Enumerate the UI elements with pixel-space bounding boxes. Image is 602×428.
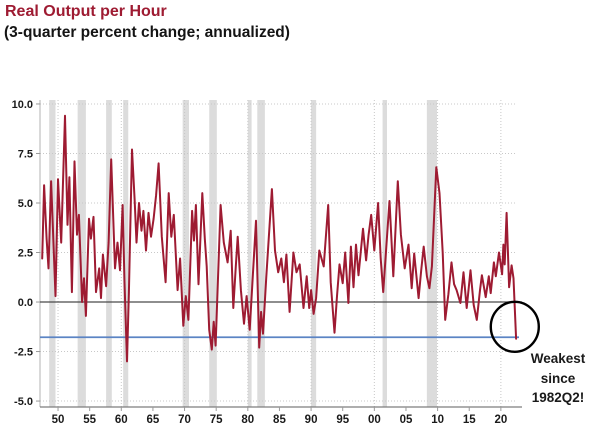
series-line <box>41 114 518 363</box>
annotation-circle <box>489 300 540 353</box>
y-tick-label: 0.0 <box>18 297 33 309</box>
y-tick-label: 2.5 <box>18 248 33 260</box>
y-tick-label: 5.0 <box>18 198 33 210</box>
recession-band <box>247 100 252 407</box>
annotation-line-3: 1982Q2! <box>531 390 585 405</box>
recession-band <box>209 100 217 407</box>
x-tick-label: 55 <box>83 414 96 426</box>
x-tick-label: 70 <box>178 414 191 426</box>
x-tick-label: 80 <box>241 414 254 426</box>
x-tick-label: 10 <box>431 414 444 426</box>
x-tick-label: 65 <box>147 414 160 426</box>
recession-band <box>382 100 387 407</box>
chart-title: Real Output per Hour <box>5 3 167 20</box>
x-tick-label: 95 <box>336 414 349 426</box>
chart-subtitle: (3-quarter percent change; annualized) <box>4 24 290 41</box>
recession-band <box>311 100 317 407</box>
x-tick-label: 90 <box>305 414 318 426</box>
recession-band <box>49 100 56 407</box>
x-tick-label: 20 <box>494 414 507 426</box>
y-tick-label: 7.5 <box>18 148 33 160</box>
y-tick-label: -2.5 <box>14 347 33 359</box>
recession-band <box>123 100 129 407</box>
annotation-line-1: Weakest <box>530 351 586 366</box>
x-tick-label: 05 <box>400 414 413 426</box>
x-tick-label: 15 <box>463 414 476 426</box>
x-tick-label: 85 <box>273 414 286 426</box>
annotation-weakest: Weakest since 1982Q2! <box>514 349 602 408</box>
x-tick-label: 60 <box>115 414 128 426</box>
y-tick-label: 10.0 <box>12 99 33 111</box>
recession-band <box>77 100 86 407</box>
recession-band <box>257 100 265 407</box>
recession-band <box>182 100 189 407</box>
y-tick-label: -5.0 <box>14 396 33 408</box>
x-tick-label: 00 <box>368 414 381 426</box>
annotation-line-2: since <box>540 370 576 386</box>
x-tick-label: 75 <box>210 414 223 426</box>
x-tick-label: 50 <box>52 414 65 426</box>
